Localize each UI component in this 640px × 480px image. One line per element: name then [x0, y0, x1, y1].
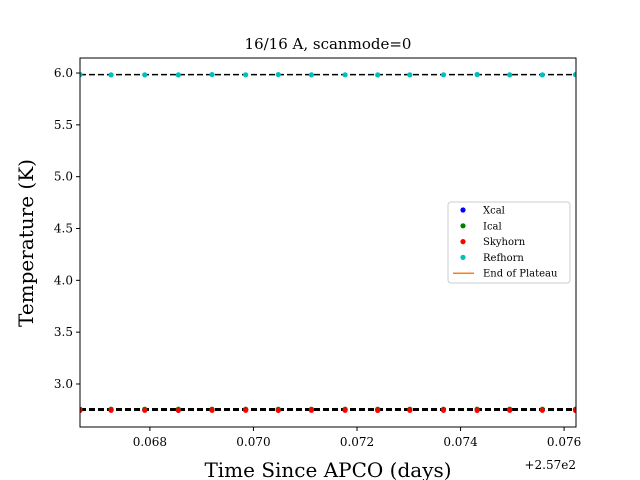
point-skyhorn-8 [342, 407, 348, 413]
point-refhorn-3 [175, 72, 181, 78]
point-skyhorn-11 [440, 407, 447, 413]
point-refhorn-6 [275, 71, 281, 78]
point-skyhorn-4 [209, 407, 215, 413]
point-refhorn-7 [308, 72, 315, 78]
point-refhorn-12 [474, 71, 480, 78]
y-tick-label-6: 6.0 [54, 66, 73, 80]
point-skyhorn-6 [275, 407, 281, 414]
x-tick-label-4: 0.076 [547, 435, 581, 449]
x-tick-label-3: 0.074 [443, 435, 478, 449]
legend-marker-ical [460, 223, 466, 229]
plot-area [80, 71, 576, 414]
legend-label-refhorn: Refhorn [483, 253, 524, 264]
y-axis-label: Temperature (K) [14, 159, 38, 327]
y-tick-label-5: 5.5 [54, 118, 73, 132]
x-axis-ticks: 0.068 0.070 0.072 0.074 0.076 [133, 427, 581, 449]
legend-box [447, 201, 571, 284]
x-tick-label-0: 0.068 [133, 435, 167, 449]
point-refhorn-5 [243, 72, 249, 78]
point-refhorn-11 [440, 72, 447, 78]
point-refhorn-14 [539, 72, 545, 78]
point-skyhorn-3 [175, 407, 181, 414]
point-refhorn-4 [209, 71, 215, 78]
y-tick-label-0: 3.0 [54, 377, 73, 391]
x-axis-offset-label: +2.57e2 [524, 458, 576, 472]
point-skyhorn-7 [308, 407, 315, 413]
legend-marker-skyhorn [460, 239, 466, 245]
chart-title: 16/16 A, scanmode=0 [245, 35, 412, 53]
point-refhorn-1 [108, 72, 114, 78]
point-refhorn-0 [80, 71, 83, 78]
legend-label-xcal: Xcal [483, 206, 505, 217]
point-skyhorn-15 [572, 407, 576, 414]
legend-label-end-of-plateau: End of Plateau [483, 269, 558, 280]
point-skyhorn-14 [539, 407, 545, 413]
legend-marker-xcal [460, 207, 466, 213]
point-refhorn-2 [142, 72, 148, 78]
legend: Xcal Ical Skyhorn Refhorn End of Plateau [447, 201, 571, 284]
x-tick-label-2: 0.072 [340, 435, 374, 449]
point-skyhorn-13 [507, 407, 513, 413]
point-refhorn-10 [407, 72, 413, 78]
point-skyhorn-9 [375, 407, 381, 414]
legend-label-ical: Ical [483, 221, 502, 232]
point-refhorn-15 [572, 71, 576, 78]
y-tick-label-4: 5.0 [54, 170, 73, 184]
y-tick-label-1: 3.5 [54, 325, 73, 339]
legend-marker-refhorn [460, 254, 466, 260]
x-axis-label: Time Since APCO (days) [204, 458, 451, 480]
point-skyhorn-10 [407, 407, 413, 413]
point-skyhorn-0 [80, 407, 83, 414]
point-skyhorn-1 [108, 407, 114, 413]
point-refhorn-9 [375, 72, 381, 78]
point-skyhorn-2 [142, 407, 148, 413]
x-tick-label-1: 0.070 [236, 435, 270, 449]
point-skyhorn-5 [243, 407, 249, 413]
legend-label-skyhorn: Skyhorn [483, 237, 526, 248]
y-axis-ticks: 3.0 3.5 4.0 4.5 5.0 5.5 6.0 [54, 66, 80, 391]
y-tick-label-3: 4.5 [54, 222, 73, 236]
point-refhorn-8 [342, 72, 348, 78]
point-skyhorn-12 [474, 407, 480, 414]
point-refhorn-13 [507, 72, 513, 78]
y-tick-label-2: 4.0 [54, 273, 73, 287]
plot-frame [79, 57, 577, 428]
